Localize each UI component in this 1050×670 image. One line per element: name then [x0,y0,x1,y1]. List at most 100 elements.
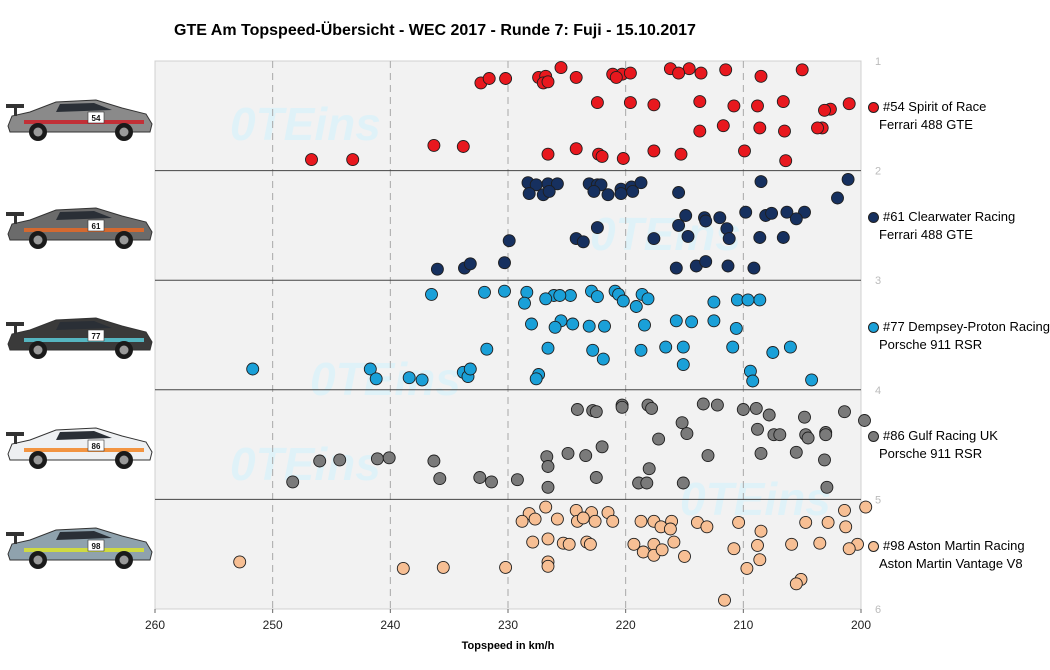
x-tick-labels: 260 250 240 230 220 210 200 [145,609,871,632]
data-point [588,514,602,528]
data-point [305,153,318,167]
legend-entry: #61 Clearwater Racing Ferrari 488 GTE [868,208,1015,244]
data-point [601,188,615,202]
svg-text:86: 86 [92,442,101,451]
data-point [382,451,396,465]
data-point [672,66,686,80]
data-point [595,149,609,163]
data-point [554,61,568,75]
data-point [427,454,441,468]
x-tick-label: 260 [145,618,165,632]
data-point [616,294,630,308]
data-point [655,543,669,557]
series-3 [246,284,819,388]
data-point [694,66,708,80]
data-point [246,362,260,376]
data-point [606,514,620,528]
data-point [710,398,724,412]
data-point [663,522,677,536]
chart-title: GTE Am Topspeed-Übersicht - WEC 2017 - R… [174,22,696,39]
data-point [842,542,856,556]
data-point [652,432,666,446]
data-point [776,231,790,244]
data-point [627,537,641,551]
data-point [510,473,524,487]
data-point [766,346,780,359]
y-tick-label: 5 [875,494,881,506]
data-point [498,284,511,298]
data-point [369,372,383,386]
watermark-text: 0TEins [230,98,381,150]
x-tick-label: 220 [616,618,636,632]
data-point [634,514,648,528]
data-point [676,340,690,354]
data-point [741,293,755,307]
data-point [636,545,650,559]
data-point [681,229,695,243]
watermark-text: 0TEins [310,353,461,405]
data-point [539,292,553,306]
data-point [430,262,444,276]
data-point [805,373,819,387]
data-point [629,300,643,313]
data-point [693,95,707,109]
data-point [669,261,683,275]
data-point [463,362,477,376]
data-point [859,500,873,514]
data-point [795,63,809,77]
data-point [780,205,794,219]
data-point [789,577,803,591]
series-1 [305,61,856,168]
data-point [754,524,768,538]
data-point [541,75,555,89]
data-point [678,549,691,563]
x-tick-label: 250 [263,618,283,632]
car-porsche-77-icon: 77 [6,317,153,359]
legend-series-name: #77 Dempsey-Proton Racing [883,319,1050,334]
data-point [623,96,637,110]
data-point [286,475,300,489]
data-point [634,176,648,190]
data-point [754,175,768,189]
data-point [727,542,741,556]
data-point [541,480,555,494]
data-point [726,340,740,354]
data-point [550,512,564,526]
data-point [589,405,603,419]
data-point [672,218,686,232]
data-point [482,72,496,85]
y-tick-label: 4 [875,385,881,397]
data-point [680,427,694,441]
data-point [740,561,754,575]
legend-marker-icon [868,540,879,552]
watermark-text: 0TEins [230,438,381,490]
data-point [616,152,630,165]
car-aston-98-icon: 98 [6,527,153,569]
data-point [699,255,713,269]
data-point [674,147,688,161]
data-point [590,96,604,110]
car-ferrari-54-icon: 54 [6,99,153,141]
data-point [783,340,797,354]
data-point [590,221,604,235]
data-point [675,416,689,430]
x-tick-label: 240 [380,618,400,632]
data-point [701,449,715,463]
data-point [700,520,714,534]
series-2 [430,172,855,276]
data-point [520,285,534,299]
svg-text:61: 61 [92,222,101,231]
data-point [499,72,513,85]
legend-marker-icon [868,321,879,333]
data-point [799,515,813,529]
series-5 [233,500,873,607]
data-point [333,453,347,467]
x-axis-label: Topspeed in km/h [461,640,555,652]
legend-entry: #77 Dempsey-Proton Racing Porsche 911 RSR [868,318,1050,354]
data-point [749,401,763,415]
data-point [550,177,564,191]
data-point [747,261,761,275]
data-point [641,292,655,306]
data-point [765,206,779,220]
x-tick-label: 200 [851,618,871,632]
